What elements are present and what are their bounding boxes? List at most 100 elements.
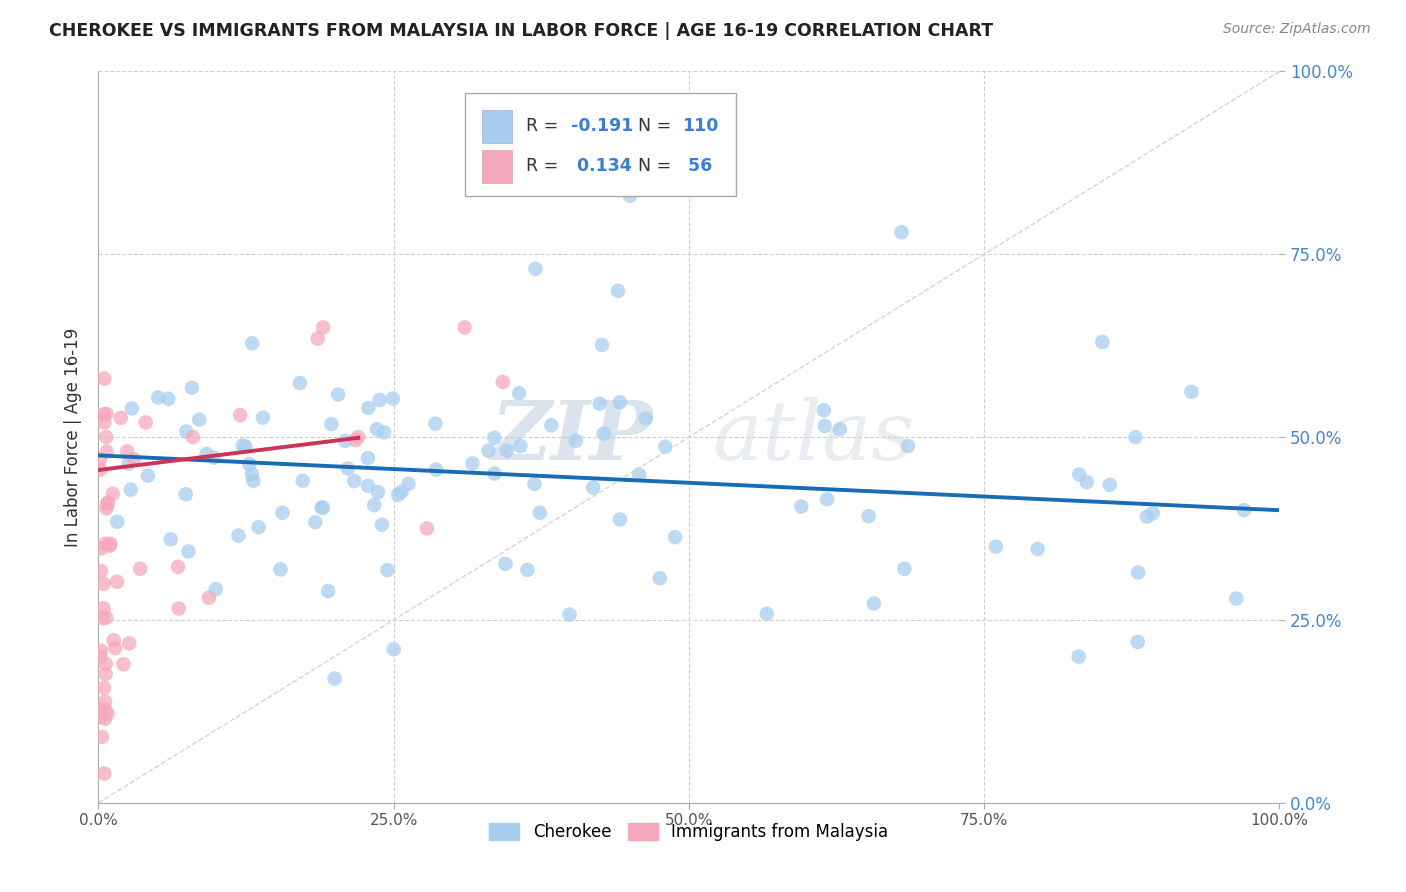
Point: [252, 410, 274, 425]
Point: [120, 483, 142, 497]
Point: [893, 562, 915, 576]
Point: [110, 411, 132, 425]
Point: [91, 730, 114, 744]
Point: [93, 407, 115, 421]
Point: [121, 401, 143, 416]
Point: [96, 501, 118, 516]
Point: [373, 425, 395, 440]
Point: [176, 425, 198, 439]
Point: [291, 474, 314, 488]
Point: [90, 541, 112, 556]
Point: [628, 467, 651, 482]
Point: [321, 417, 343, 432]
Point: [664, 530, 686, 544]
Text: 110: 110: [682, 117, 718, 136]
Point: [195, 447, 218, 461]
Point: [94, 712, 117, 726]
Point: [343, 474, 366, 488]
Text: -0.191: -0.191: [571, 117, 633, 136]
Point: [118, 636, 141, 650]
Point: [357, 401, 380, 415]
Text: CHEROKEE VS IMMIGRANTS FROM MALAYSIA IN LABOR FORCE | AGE 16-19 CORRELATION CHAR: CHEROKEE VS IMMIGRANTS FROM MALAYSIA IN …: [49, 22, 993, 40]
Point: [367, 485, 389, 500]
Legend: Cherokee, Immigrants from Malaysia: Cherokee, Immigrants from Malaysia: [481, 814, 897, 849]
Text: ZIP: ZIP: [491, 397, 654, 477]
Point: [984, 540, 1007, 554]
Point: [1233, 503, 1256, 517]
Point: [96, 430, 118, 444]
Point: [654, 440, 676, 454]
Point: [495, 443, 517, 458]
Point: [381, 392, 404, 406]
Point: [1142, 507, 1164, 521]
Point: [347, 430, 370, 444]
Point: [609, 512, 631, 526]
Point: [357, 451, 380, 466]
Point: [609, 395, 631, 409]
Point: [1098, 478, 1121, 492]
Point: [188, 412, 211, 426]
Point: [508, 386, 530, 401]
Point: [588, 397, 610, 411]
Point: [247, 520, 270, 534]
Point: [591, 338, 613, 352]
Point: [323, 672, 346, 686]
Text: atlas: atlas: [713, 397, 915, 477]
Point: [159, 533, 181, 547]
Y-axis label: In Labor Force | Age 16-19: In Labor Force | Age 16-19: [65, 327, 83, 547]
Point: [477, 443, 499, 458]
Point: [382, 642, 405, 657]
Point: [416, 521, 439, 535]
Point: [1091, 334, 1114, 349]
Point: [269, 562, 291, 576]
Point: [366, 422, 388, 436]
Point: [326, 387, 349, 401]
Point: [1026, 542, 1049, 557]
Point: [94, 667, 117, 681]
FancyBboxPatch shape: [464, 94, 737, 195]
Point: [1225, 591, 1247, 606]
Point: [118, 457, 141, 471]
Point: [94, 657, 117, 671]
Point: [242, 474, 264, 488]
Point: [307, 331, 329, 345]
Point: [90, 643, 112, 657]
Point: [157, 392, 180, 406]
FancyBboxPatch shape: [482, 110, 512, 143]
Point: [90, 564, 112, 578]
Text: 56: 56: [682, 158, 711, 176]
Point: [93, 371, 115, 385]
Point: [235, 440, 257, 454]
Point: [148, 391, 170, 405]
Point: [316, 584, 339, 599]
Point: [174, 487, 197, 501]
Point: [177, 544, 200, 558]
Point: [232, 438, 254, 452]
Point: [115, 444, 138, 458]
Point: [523, 477, 546, 491]
Point: [94, 694, 117, 708]
Point: [425, 463, 447, 477]
Point: [453, 320, 475, 334]
Point: [105, 574, 128, 589]
Point: [582, 481, 605, 495]
Point: [93, 601, 115, 615]
Point: [93, 766, 115, 780]
Point: [425, 417, 447, 431]
Point: [94, 704, 117, 718]
Point: [1067, 649, 1090, 664]
Point: [344, 433, 367, 447]
Point: [648, 571, 671, 585]
Point: [634, 411, 657, 425]
Point: [607, 284, 630, 298]
Point: [97, 496, 120, 510]
Point: [93, 416, 115, 430]
Point: [271, 506, 294, 520]
Point: [96, 610, 118, 624]
Text: 0.134: 0.134: [571, 158, 631, 176]
Point: [204, 582, 226, 597]
Point: [1126, 566, 1149, 580]
Point: [492, 375, 515, 389]
Point: [863, 597, 886, 611]
Point: [516, 563, 538, 577]
